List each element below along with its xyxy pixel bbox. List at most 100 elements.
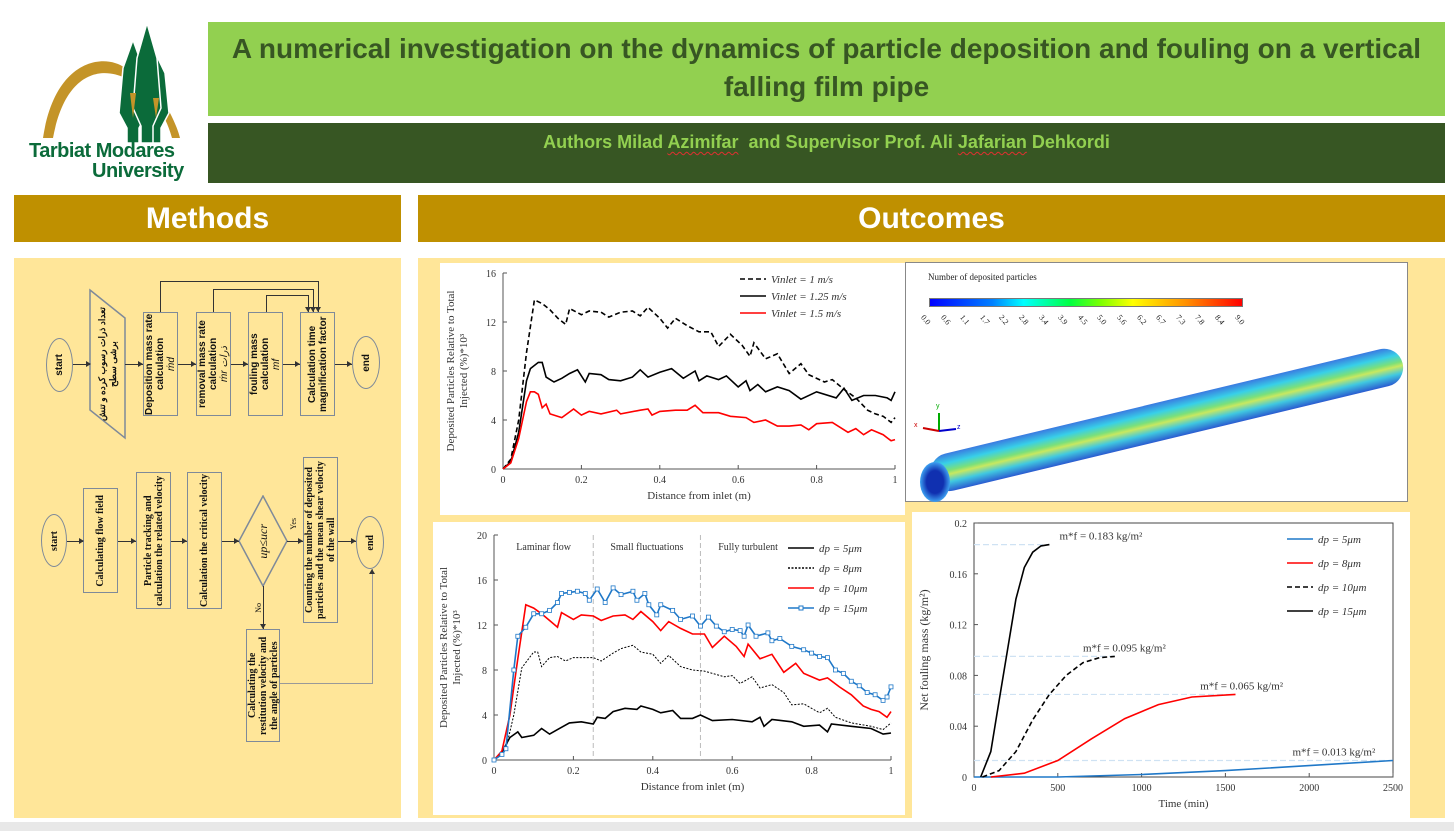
legend-label: dp = 8μm <box>819 563 862 575</box>
data-point-marker <box>741 633 747 639</box>
data-point-marker <box>856 683 862 689</box>
y-tick-label: 0 <box>962 773 967 784</box>
axis-x-label: x <box>914 422 918 429</box>
data-point-marker <box>848 678 854 684</box>
arrow-head-icon <box>138 361 143 367</box>
data-point-marker <box>654 612 660 618</box>
y-axis-label-line2: Injected (%)*10³ <box>451 610 463 685</box>
fc2-arrow <box>67 541 83 542</box>
fc1-feedback-line <box>313 289 314 312</box>
fc2-end: end <box>356 516 384 569</box>
y-tick-label: 12 <box>486 318 496 329</box>
fc2-arrow <box>171 541 187 542</box>
fc1-feedback-line <box>160 281 318 282</box>
fc1-fouling-label: fouling mass calculation <box>249 333 271 395</box>
fc1-feedback-line <box>266 295 308 296</box>
data-point-marker <box>642 591 648 596</box>
y-tick-label: 0.08 <box>950 671 968 682</box>
chart-fouling-mass-svg: 0 500 1000 1500 2000 2500 0 0.04 0.08 0.12 0.16 0.2… <box>917 519 1403 810</box>
arrow-head-icon <box>79 538 84 544</box>
author-surname: Azimifar <box>667 132 739 152</box>
data-point-marker <box>777 636 783 641</box>
data-point-marker <box>737 628 743 634</box>
fc1-arrow <box>231 364 248 365</box>
legend-label: dp = 10μm <box>1318 582 1366 594</box>
x-tick-label: 0.4 <box>654 475 667 486</box>
chart-fouling-mass: 0 500 1000 1500 2000 2500 0 0.04 0.08 0.12 0.16 0.2… <box>912 512 1410 826</box>
fc2-tracking: Particle tracking and calculation the re… <box>136 472 171 609</box>
authors-bar: Authors Milad Azimifar and Supervisor Pr… <box>208 123 1445 183</box>
x-tick-label: 0.8 <box>805 766 818 777</box>
fc2-flow-label: Calculating flow field <box>95 494 106 587</box>
data-point-marker <box>515 633 521 639</box>
x-axis-label: Distance from inlet (m) <box>647 490 751 502</box>
arrow-head-icon <box>295 361 300 367</box>
y-tick-label: 0 <box>491 465 496 476</box>
arrow-head-icon <box>86 361 91 367</box>
data-point-marker <box>555 600 560 605</box>
data-point-marker <box>678 616 683 622</box>
y-tick-label: 0.04 <box>950 722 968 733</box>
supervisor-last-name: Dehkordi <box>1026 132 1110 152</box>
fc1-arrow <box>73 364 90 365</box>
fc2-decision-label: up≤ucr <box>255 523 270 559</box>
arrow-head-icon <box>315 307 321 312</box>
colorbar-tick-label: 6.2 <box>1134 313 1149 327</box>
legend-label: Vinlet = 1.25 m/s <box>771 291 847 303</box>
series-line <box>974 759 1394 778</box>
fc1-end: end <box>352 336 380 389</box>
y-tick-label: 8 <box>491 367 496 378</box>
data-point-marker <box>745 622 751 628</box>
fc1-arrow <box>125 364 143 365</box>
y-tick-label: 4 <box>482 711 487 722</box>
colorbar-tick-label: 1.7 <box>977 313 992 327</box>
data-point-marker <box>658 602 664 608</box>
data-point-marker <box>503 746 509 752</box>
fc2-decision-box: up≤ucr <box>253 515 273 567</box>
data-point-marker <box>840 670 846 676</box>
fc1-removal-symbol: ṁr ذرات <box>219 346 230 382</box>
annotation-label: m*f = 0.183 kg/m² <box>1059 531 1143 543</box>
plot-frame <box>973 522 1394 778</box>
outcomes-heading: Outcomes <box>418 195 1445 242</box>
data-point-marker <box>789 643 795 649</box>
arrow-head-icon <box>298 538 303 544</box>
fc2-arrow <box>263 586 264 629</box>
fc1-arrow <box>178 364 196 365</box>
authors-mid: and Supervisor Prof. Ali <box>738 132 958 152</box>
x-tick-label: 0.8 <box>810 475 823 486</box>
data-point-marker <box>586 597 592 603</box>
annotation-label: m*f = 0.065 kg/m² <box>1200 680 1284 692</box>
colorbar-tick-label: 5.6 <box>1115 313 1129 327</box>
pipe-surface <box>926 344 1408 495</box>
fc2-return-line <box>372 569 373 684</box>
fc1-feedback-line <box>266 295 267 312</box>
series-line <box>990 693 1236 778</box>
arrow-head-icon <box>305 307 311 312</box>
x-tick-label: 1500 <box>1215 783 1235 794</box>
fc2-yes-label: Yes <box>289 518 298 530</box>
data-point-marker <box>646 602 652 608</box>
x-tick-label: 0.4 <box>647 766 660 777</box>
y-tick-label: 0.16 <box>950 570 968 581</box>
series-line <box>493 644 892 761</box>
colorbar-tick-label: 4.5 <box>1075 313 1090 327</box>
data-point-marker <box>825 655 830 661</box>
annotation-label: m*f = 0.013 kg/m² <box>1292 746 1376 758</box>
data-point-marker <box>721 629 727 635</box>
fc1-feedback-line <box>160 281 161 312</box>
fc1-feedback-line <box>308 295 309 312</box>
colorbar <box>929 298 1243 307</box>
y-tick-label: 8 <box>482 666 487 677</box>
fc2-return-line <box>280 683 373 684</box>
colorbar-tick-label: 0.6 <box>938 313 953 327</box>
data-point-marker <box>769 638 775 644</box>
fc1-arrow <box>335 364 352 365</box>
fc2-restitution-label: Calculating the restitution velocity and… <box>246 636 280 735</box>
y-tick-label: 0.2 <box>955 519 968 530</box>
data-point-marker <box>809 650 815 656</box>
data-point-marker <box>670 607 676 613</box>
data-point-marker <box>610 585 616 591</box>
y-axis-label-line2: Injected (%)*10³ <box>458 333 470 408</box>
colorbar-tick-label: 9.0 <box>1232 313 1247 327</box>
